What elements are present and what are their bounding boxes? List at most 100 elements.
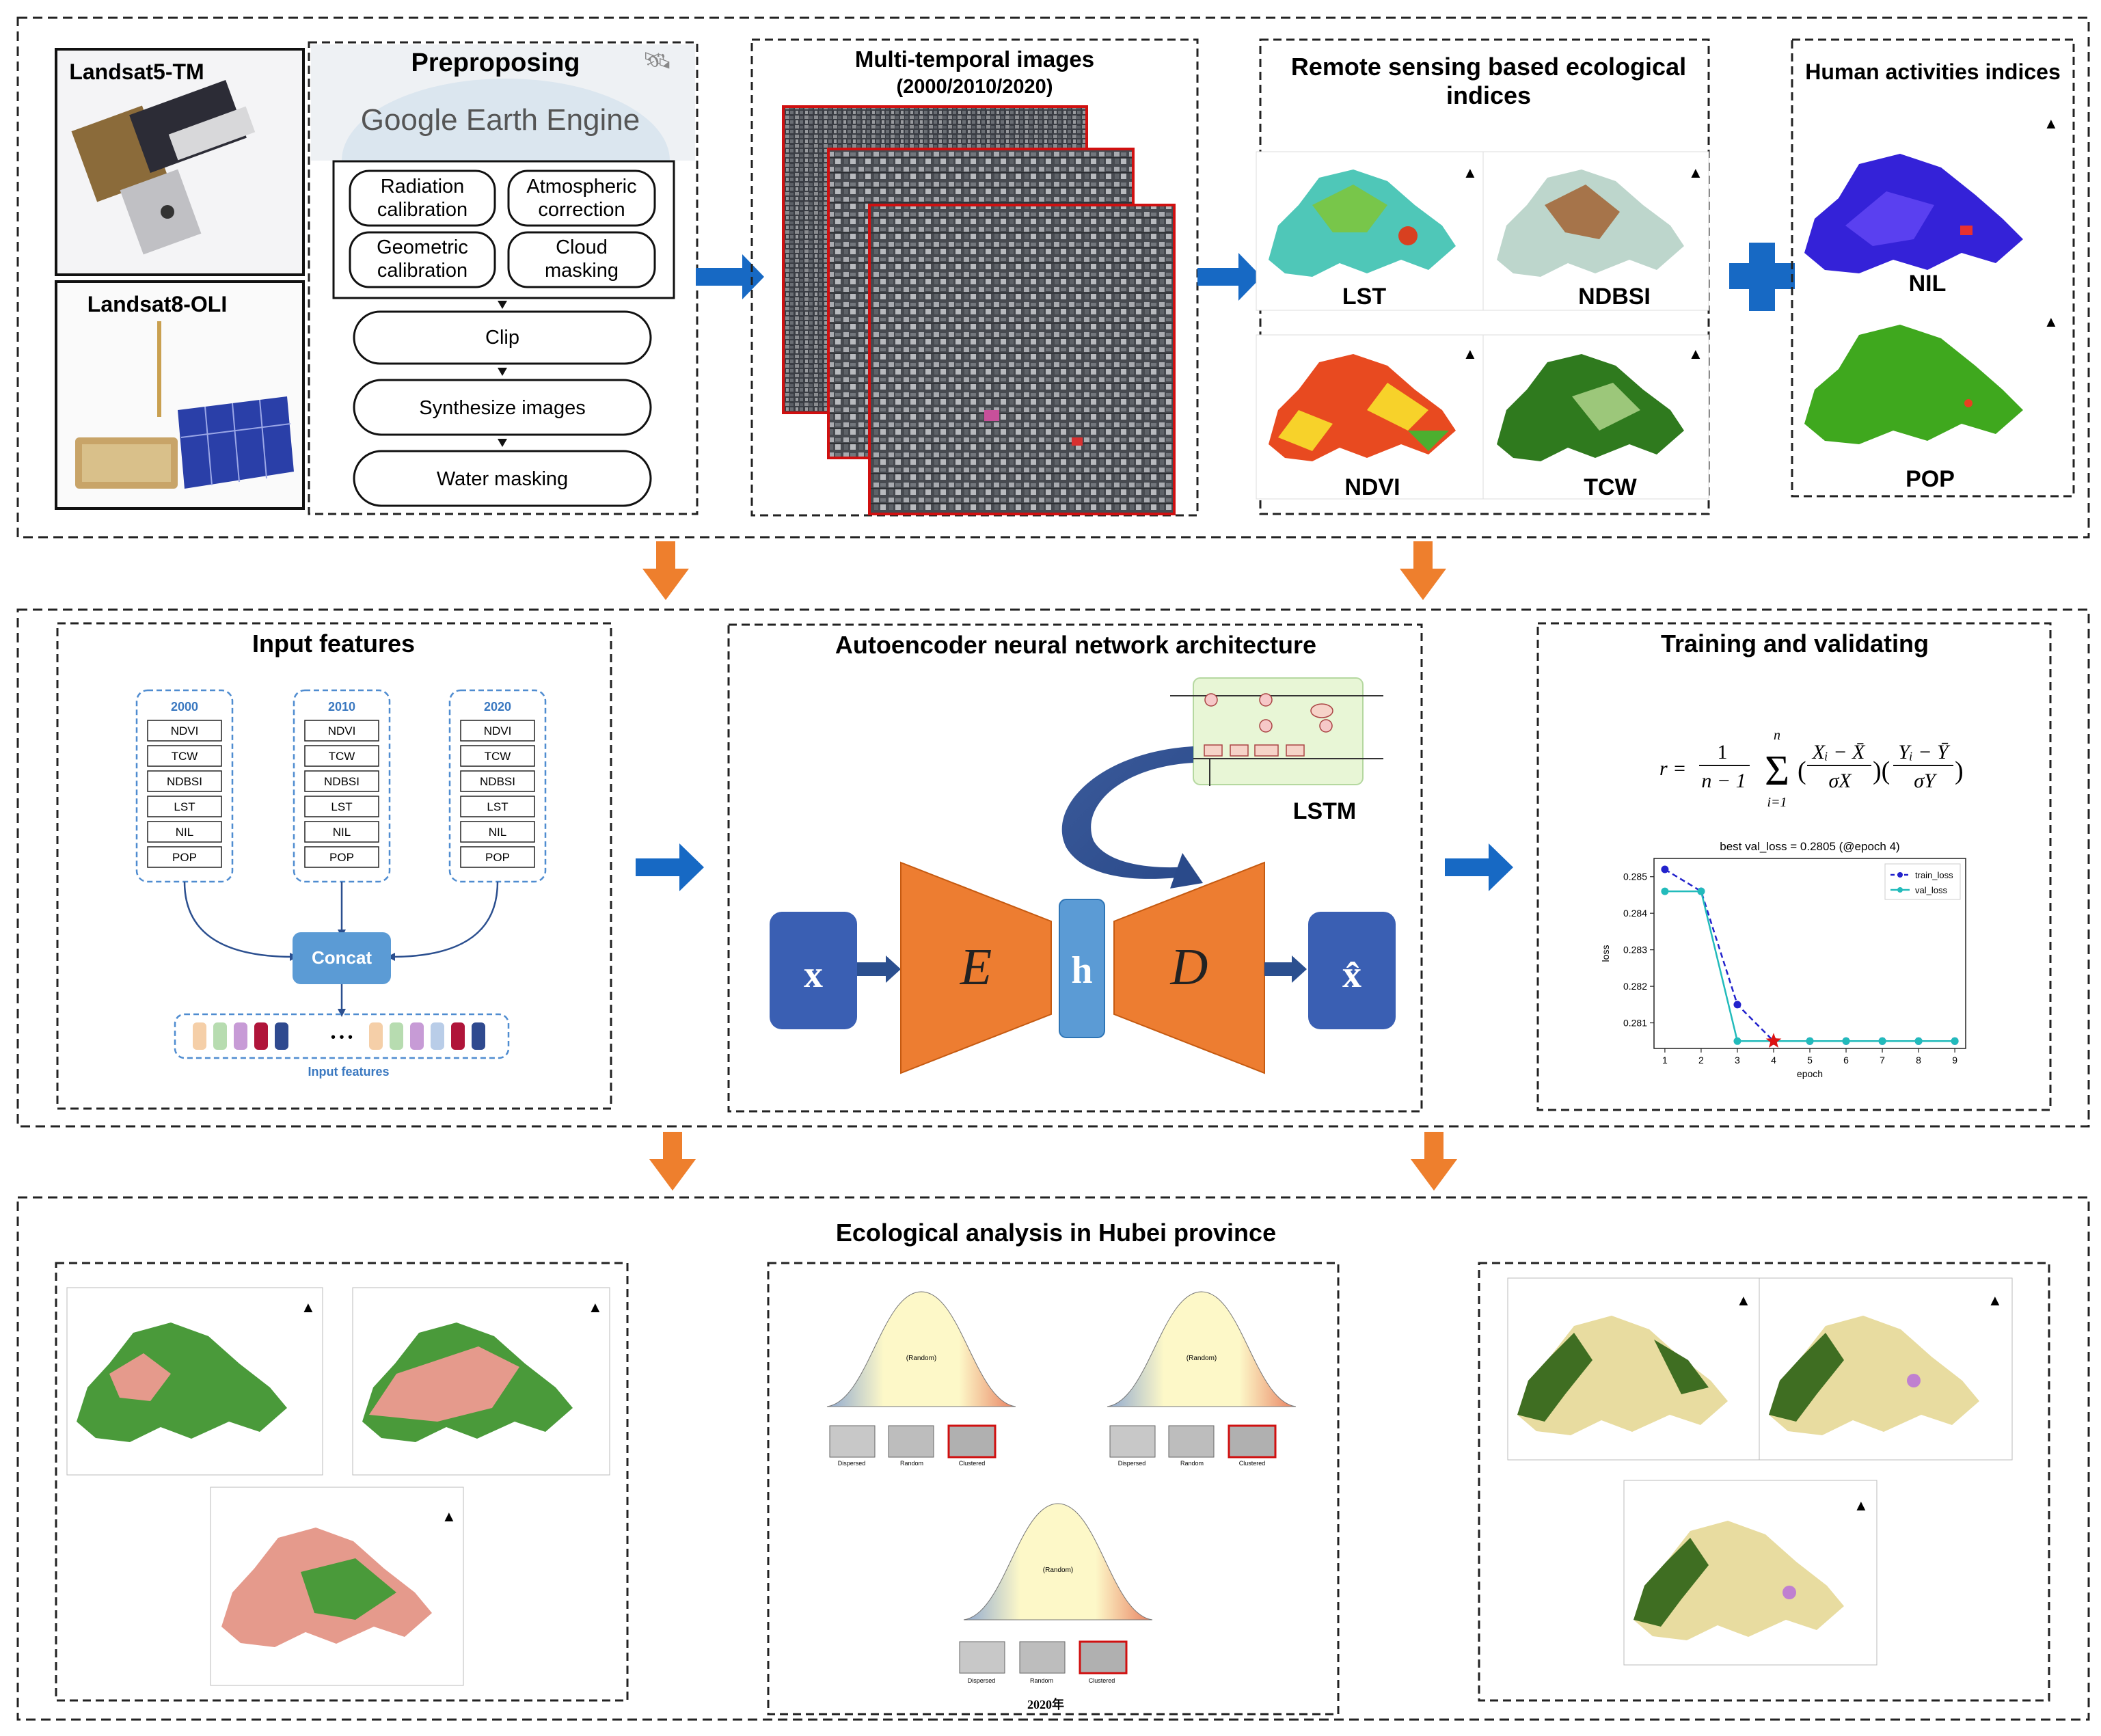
pearson-formula-text: r = 1/(n−1) Σ (Xᵢ − X̄)/σX · (Yᵢ − Ȳ)/σY xyxy=(1784,819,1807,821)
feature-cell xyxy=(147,821,222,843)
feature-cell xyxy=(460,796,535,817)
map-pop: POP ▲ xyxy=(1804,313,2059,492)
north-arrow-icon: ▲ xyxy=(1688,164,1703,181)
data-point-val_loss xyxy=(1806,1037,1814,1045)
svg-text:Clustered: Clustered xyxy=(1239,1460,1266,1467)
feature-vector-chip xyxy=(410,1022,424,1050)
feature-cell xyxy=(460,846,535,868)
map-label-ndbsi: NDBSI xyxy=(1578,284,1651,310)
x-tick-label: 2 xyxy=(1698,1055,1704,1066)
moran-chart-2: (Random) Dispersed Random Clustered xyxy=(1107,1291,1297,1467)
calibration-step-cloud: Cloud masking xyxy=(507,231,656,288)
svg-text:correction: correction xyxy=(538,199,625,221)
land-use-maps: ▲ ▲ ▲ xyxy=(1478,1262,2050,1702)
calibration-step-geometric: Geometric calibration xyxy=(349,231,496,288)
feature-cell xyxy=(147,745,222,767)
feature-label: POP xyxy=(329,851,354,864)
svg-text:Clustered: Clustered xyxy=(959,1460,986,1467)
feature-cell xyxy=(304,770,379,792)
svg-text:Dispersed: Dispersed xyxy=(838,1460,866,1467)
image-2020 xyxy=(868,204,1176,515)
training-panel: Training and validating r = 1 n − 1 Σ n … xyxy=(1536,622,2052,1111)
legend-marker-val_loss xyxy=(1897,887,1903,893)
data-point-val_loss xyxy=(1697,887,1705,895)
multitemporal-title: Multi-temporal images xyxy=(855,46,1094,72)
svg-text:σY: σY xyxy=(1914,770,1938,792)
svg-text:Geometric: Geometric xyxy=(377,236,468,258)
section3-frame xyxy=(16,1196,2090,1721)
svg-text:)(: )( xyxy=(1873,757,1890,785)
feature-cell xyxy=(304,745,379,767)
data-point-val_loss xyxy=(1878,1037,1886,1045)
map-tcw: TCW ▲ xyxy=(1482,334,1709,500)
north-arrow-icon: ▲ xyxy=(1736,1292,1751,1309)
landsat5-satellite-image xyxy=(71,80,256,255)
y-tick-label: 0.284 xyxy=(1623,908,1647,919)
svg-text:Cloud: Cloud xyxy=(556,236,608,258)
svg-text:r =: r = xyxy=(1659,757,1686,780)
svg-text:(Random): (Random) xyxy=(1187,1355,1217,1362)
x-tick-label: 7 xyxy=(1880,1055,1885,1066)
landsat8-label: Landsat8-OLI xyxy=(87,292,227,316)
x-tick-label: 5 xyxy=(1807,1055,1813,1066)
calibration-step-atmospheric: Atmospheric correction xyxy=(507,169,656,227)
preprocessing-panel: Preproposing Google Earth Engine 🛰 Radia… xyxy=(308,41,699,515)
input-features-panel: Input features 2000 NDVI TCW NDBSI LST NIL POP… xyxy=(56,622,612,1110)
encoder-trapezoid: E xyxy=(900,861,1052,1074)
arrow-to-rs-indices xyxy=(1197,253,1262,301)
feature-vector-chip xyxy=(369,1022,383,1050)
svg-text:(Random): (Random) xyxy=(1043,1567,1073,1574)
x-tick-label: 3 xyxy=(1735,1055,1740,1066)
svg-text:x: x xyxy=(804,953,823,996)
feature-label: TCW xyxy=(329,750,355,763)
svg-text:Random: Random xyxy=(1180,1460,1204,1467)
input-features-frame xyxy=(56,622,612,1110)
map-nil: NIL ▲ xyxy=(1804,115,2059,297)
feature-vector-chip xyxy=(213,1022,227,1050)
map-ndbsi: NDBSI ▲ xyxy=(1482,151,1709,311)
svg-text:n − 1: n − 1 xyxy=(1701,770,1746,792)
arrow-to-training xyxy=(1445,843,1513,891)
moran-chart-1: (Random) Dispersed Random Clustered xyxy=(826,1291,1016,1467)
feature-label: NIL xyxy=(333,826,351,839)
svg-text:Xᵢ − X̄: Xᵢ − X̄ xyxy=(1812,741,1866,763)
x-tick-label: 9 xyxy=(1952,1055,1957,1066)
feature-vector-box xyxy=(174,1013,510,1059)
svg-text:Random: Random xyxy=(900,1460,923,1467)
concat-node: Concat xyxy=(293,932,391,984)
chart-title: best val_loss = 0.2805 (@epoch 4) xyxy=(1720,840,1899,853)
x-tick-label: 1 xyxy=(1662,1055,1668,1066)
calibration-step-radiation: Radiation calibration xyxy=(349,169,496,227)
feature-cell xyxy=(147,770,222,792)
svg-text:calibration: calibration xyxy=(377,260,467,282)
feature-vector-label: Input features xyxy=(308,1065,389,1079)
y-tick-label: 0.281 xyxy=(1623,1018,1647,1029)
feature-vector-chip xyxy=(254,1022,268,1050)
arrow-to-multitemporal xyxy=(696,254,764,299)
svg-text:Yᵢ − Ȳ: Yᵢ − Ȳ xyxy=(1898,741,1951,763)
svg-text:(Random): (Random) xyxy=(906,1355,936,1362)
lstm-cell-diagram xyxy=(1170,677,1383,786)
landsat5-label: Landsat5-TM xyxy=(69,59,204,84)
north-arrow-icon: ▲ xyxy=(1463,164,1478,181)
feature-connectors xyxy=(183,881,499,1010)
feature-label: NDVI xyxy=(171,724,199,737)
feature-cell xyxy=(304,796,379,817)
north-arrow-icon: ▲ xyxy=(1988,1292,2003,1309)
arrow-section2-to-3-left xyxy=(649,1132,696,1191)
best-epoch-star-icon xyxy=(1765,1033,1782,1048)
arrow-x-to-encoder xyxy=(857,955,901,983)
feature-label: NDBSI xyxy=(480,775,515,788)
legend-label: train_loss xyxy=(1915,870,1953,880)
map-label-pop: POP xyxy=(1906,466,1955,492)
svg-text:Σ: Σ xyxy=(1765,748,1789,794)
svg-text:i=1: i=1 xyxy=(1767,795,1787,810)
arrow-decoder-to-xhat xyxy=(1264,955,1307,983)
x-tick-label: 8 xyxy=(1916,1055,1921,1066)
x-tick-label: 4 xyxy=(1771,1055,1776,1066)
section2-frame xyxy=(16,608,2090,1128)
svg-text:n: n xyxy=(1774,728,1780,743)
feature-vector-chip xyxy=(451,1022,465,1050)
feature-cell xyxy=(460,821,535,843)
